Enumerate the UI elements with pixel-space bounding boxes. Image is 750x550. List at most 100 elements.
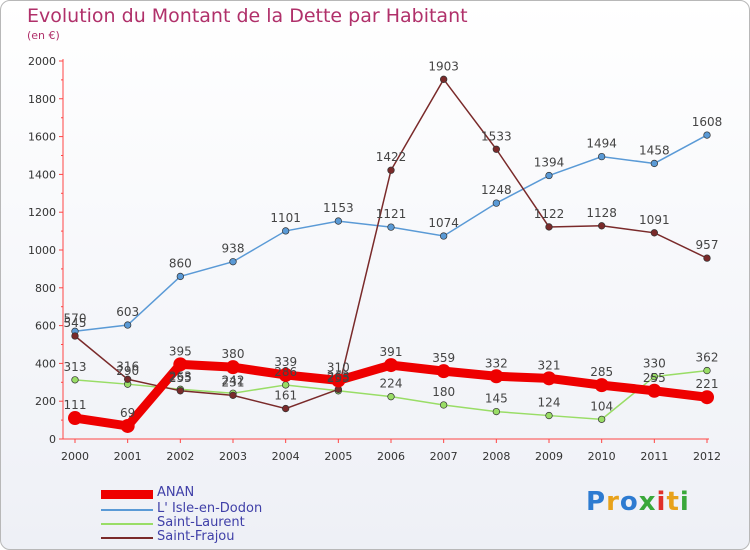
brand-letter: t <box>666 487 680 517</box>
data-point <box>71 332 79 340</box>
data-label: 938 <box>222 242 245 256</box>
data-label: 161 <box>274 389 297 403</box>
data-label: 1128 <box>586 206 617 220</box>
data-label: 263 <box>327 369 350 383</box>
brand-letter: P <box>586 487 607 517</box>
data-label: 1091 <box>639 213 670 227</box>
data-label: 255 <box>327 371 350 385</box>
data-label: 263 <box>169 369 192 383</box>
data-label: 1153 <box>323 201 354 215</box>
data-label: 316 <box>116 359 139 373</box>
data-label: 332 <box>485 356 508 370</box>
legend-label: Saint-Frajou <box>157 529 235 544</box>
data-label: 330 <box>643 357 666 371</box>
data-point <box>176 272 184 281</box>
data-point <box>542 371 556 386</box>
data-point <box>650 372 658 381</box>
brand-letter: i <box>656 487 667 517</box>
data-point <box>68 411 82 426</box>
data-point <box>647 383 662 398</box>
data-point <box>492 199 500 207</box>
data-label: 1122 <box>534 207 565 221</box>
data-point <box>440 401 448 409</box>
legend-label: L' Isle-en-Dodon <box>157 501 263 516</box>
legend-swatch <box>101 489 153 499</box>
x-tick-label: 2005 <box>324 450 352 463</box>
data-label: 1533 <box>481 129 512 143</box>
data-label: 290 <box>116 364 139 378</box>
data-label: 1458 <box>639 143 670 157</box>
data-label: 313 <box>64 360 87 374</box>
y-tick-label: 400 <box>35 357 56 370</box>
data-label: 1394 <box>534 156 565 170</box>
data-point <box>492 407 500 416</box>
data-label: 391 <box>380 345 403 359</box>
data-point <box>176 387 184 395</box>
data-point <box>124 321 132 329</box>
legend-label: ANAN <box>157 485 195 500</box>
data-point <box>282 404 290 413</box>
y-tick-label: 200 <box>35 395 56 408</box>
data-label: 242 <box>222 373 245 387</box>
y-tick-label: 1800 <box>28 93 56 106</box>
data-label: 545 <box>64 316 87 330</box>
data-point <box>387 393 395 401</box>
x-tick-label: 2009 <box>535 450 563 463</box>
chart-subtitle: (en €) <box>27 29 60 42</box>
data-label: 395 <box>169 344 192 358</box>
legend-swatch <box>101 523 153 525</box>
data-point <box>384 358 398 373</box>
data-point <box>545 223 553 231</box>
data-point <box>700 390 714 405</box>
legend-swatch <box>101 509 153 511</box>
data-label: 957 <box>696 238 719 252</box>
legend-swatch <box>101 537 153 539</box>
data-label: 339 <box>274 355 297 369</box>
data-point <box>229 258 237 266</box>
data-label: 1494 <box>586 137 617 151</box>
x-tick-label: 2012 <box>693 450 721 463</box>
brand-letter: o <box>619 487 639 517</box>
data-label: 570 <box>64 311 87 325</box>
data-point <box>229 391 237 399</box>
x-tick-label: 2008 <box>482 450 510 463</box>
y-tick-label: 1200 <box>28 206 56 219</box>
y-tick-label: 800 <box>35 282 56 295</box>
data-point <box>120 418 135 433</box>
data-point <box>650 229 658 237</box>
data-label: 362 <box>696 351 719 365</box>
data-point <box>282 381 290 389</box>
data-point <box>334 217 342 225</box>
brand-letter: i <box>679 487 690 517</box>
x-tick-label: 2001 <box>114 450 142 463</box>
x-tick-label: 2002 <box>166 450 194 463</box>
data-point <box>387 223 395 231</box>
chart-title: Evolution du Montant de la Dette par Hab… <box>27 5 468 27</box>
data-label: 285 <box>590 365 613 379</box>
y-tick-label: 1600 <box>28 131 56 144</box>
data-label: 231 <box>222 375 245 389</box>
data-label: 1121 <box>376 207 407 221</box>
data-label: 255 <box>169 371 192 385</box>
y-tick-label: 2000 <box>28 55 56 68</box>
data-label: 286 <box>274 365 297 379</box>
data-point <box>173 357 188 372</box>
x-tick-label: 2011 <box>640 450 668 463</box>
x-tick-label: 2010 <box>588 450 616 463</box>
series-line-1 <box>74 134 708 333</box>
data-point <box>71 376 79 384</box>
data-point <box>387 166 395 174</box>
data-label: 180 <box>432 385 455 399</box>
data-point <box>278 367 293 382</box>
x-tick-label: 2006 <box>377 450 405 463</box>
x-tick-label: 2000 <box>61 450 89 463</box>
data-point <box>436 364 451 379</box>
brand-logo: Proxiti <box>586 487 690 517</box>
data-label: 321 <box>538 358 561 372</box>
data-point <box>282 227 290 235</box>
data-point <box>650 159 658 168</box>
data-label: 145 <box>485 392 508 406</box>
data-point <box>545 411 553 420</box>
